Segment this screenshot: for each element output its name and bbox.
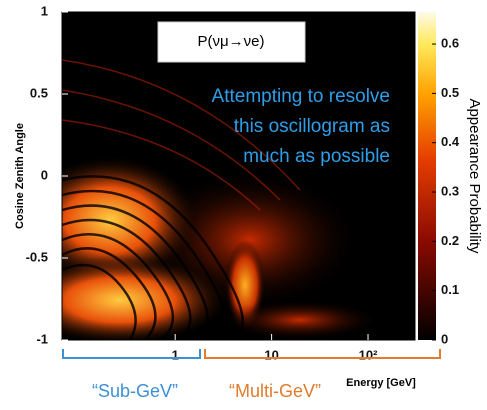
range-label: “Sub-GeV” [92, 381, 178, 401]
chart: P(νμ→νe) Attempting to resolve this oscil… [0, 0, 487, 410]
x-tick-label: 10 [264, 347, 278, 362]
range-bracket [63, 349, 200, 358]
y-tick-label: 1 [41, 3, 48, 18]
y-tick-label: -1 [36, 331, 48, 346]
colorbar-tick-label: 0.5 [441, 85, 459, 100]
range-label: “Multi-GeV” [229, 381, 321, 401]
annotation: Attempting to resolve [212, 86, 390, 107]
y-tick-label: -0.5 [26, 249, 48, 264]
annotation: much as possible [243, 146, 390, 167]
annotation: this oscillogram as [234, 116, 390, 137]
colorbar-tick-label: 0.4 [441, 134, 460, 149]
colorbar-tick-label: 0 [441, 331, 448, 346]
colorbar-tick-label: 0.6 [441, 35, 459, 50]
colorbar-tick-label: 0.3 [441, 183, 459, 198]
range-bracket [205, 349, 440, 358]
x-axis-label: Energy [GeV] [346, 377, 416, 389]
y-tick-label: 0 [41, 167, 48, 182]
colorbar-tick-label: 0.1 [441, 282, 459, 297]
chart-title: P(νμ→νe) [198, 33, 265, 50]
x-tick-label: 10² [359, 347, 378, 362]
x-tick-label: 1 [172, 347, 179, 362]
colorbar-label: Appearance Probability [466, 98, 483, 254]
colorbar-tick-label: 0.2 [441, 233, 459, 248]
y-axis-label: Cosine Zenith Angle [14, 123, 26, 229]
y-tick-label: 0.5 [30, 85, 48, 100]
